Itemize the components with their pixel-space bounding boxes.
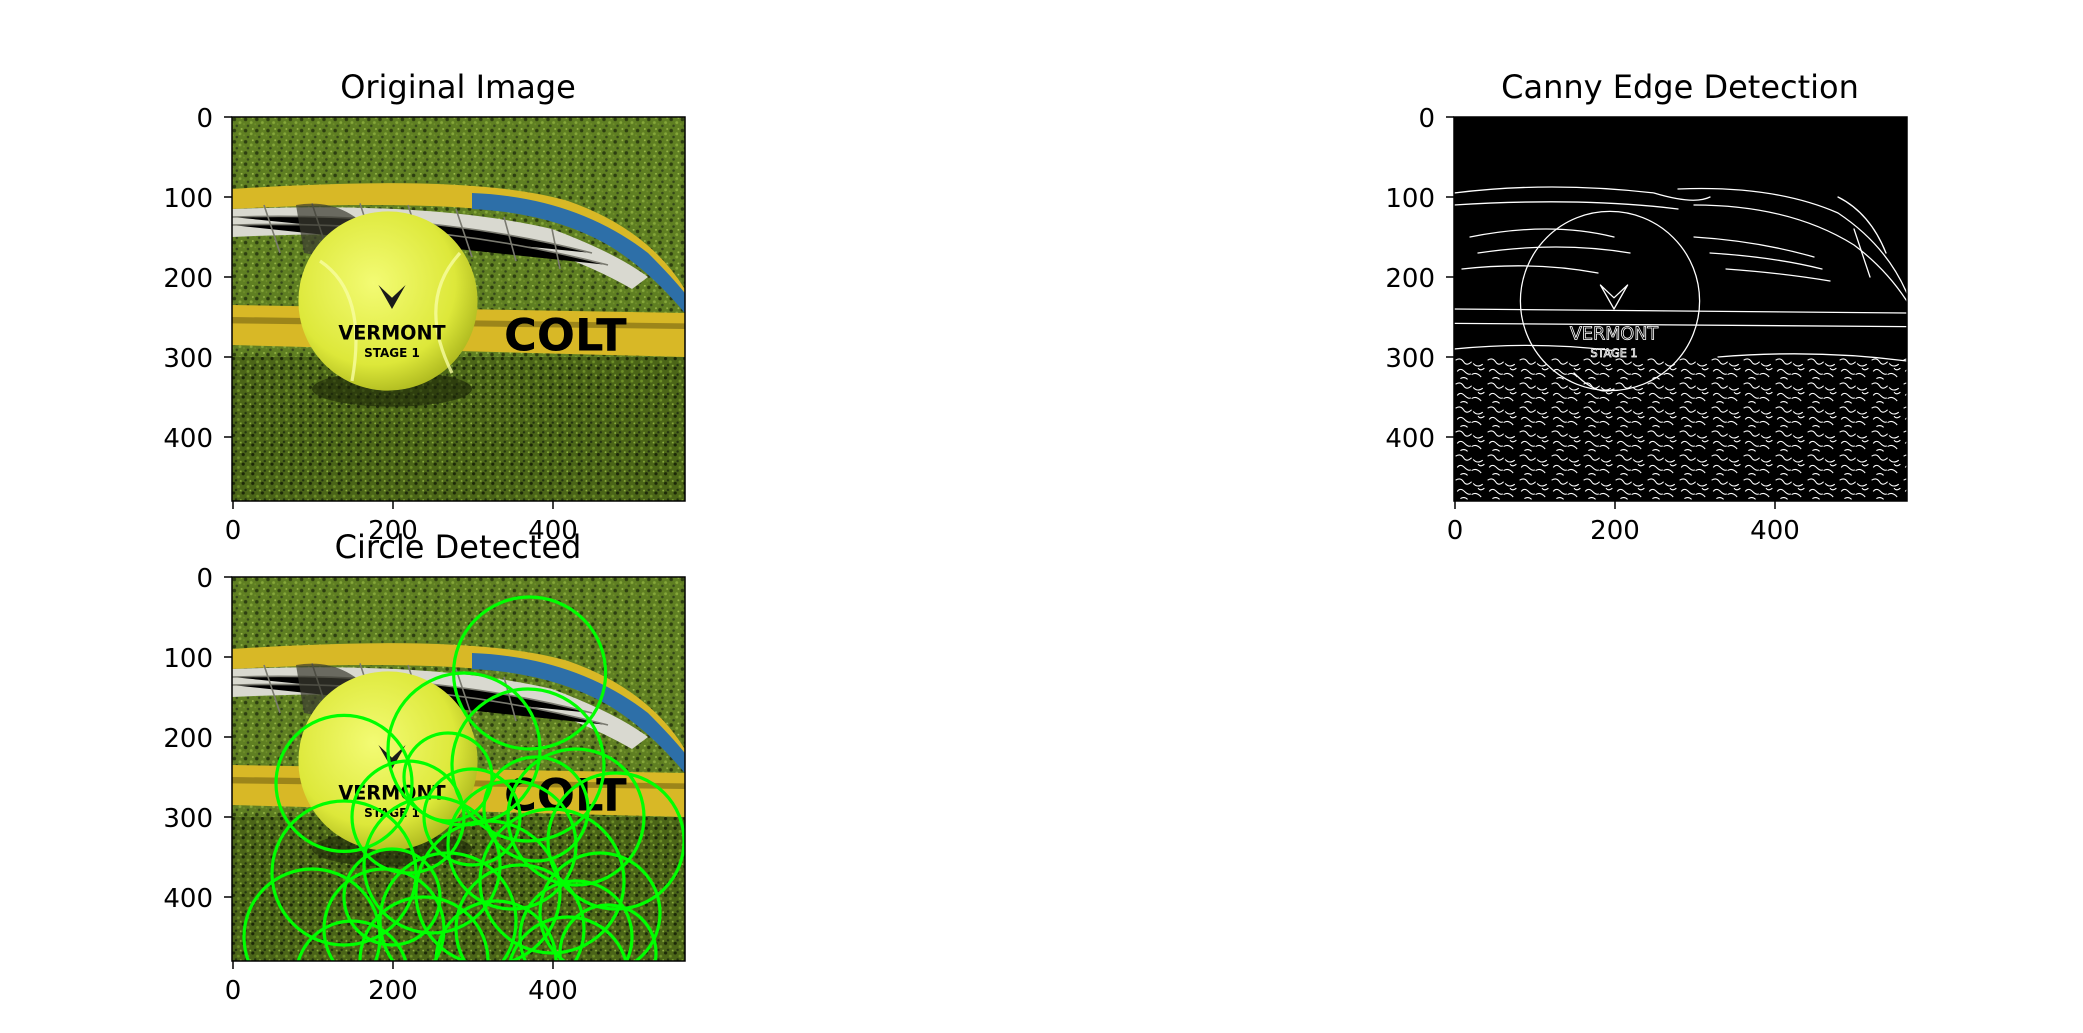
x-tick-label: 200 [368,516,418,546]
x-tick-label: 200 [368,976,418,1006]
y-tick-label: 100 [163,184,213,214]
axes-frame [231,576,686,962]
y-ticks: 0 100 200 300 400 [163,564,232,914]
x-tick-label: 200 [1590,516,1640,546]
ball-logo-icon [378,285,406,309]
y-ticks: 0 100 200 300 400 [163,104,232,454]
y-tick-label: 0 [196,564,213,594]
detected-circles [242,595,685,961]
detected-circle [342,847,442,947]
panel-original-image: Original Image COLT [163,68,686,546]
y-tick-label: 200 [163,264,213,294]
detected-circle [450,687,606,843]
axes-frame [231,116,686,502]
detected-circle [454,863,586,961]
edge-map: VERMONT STAGE 1 [1453,186,1908,501]
detected-circle [402,731,494,823]
panel-canny-edge: Canny Edge Detection VERMONT STAGE 1 [1385,68,1908,546]
circle-photo: COLT VERMONT STAGE 1 [232,577,685,961]
detected-circle [434,899,558,961]
ball-text-line1: VERMONT [338,321,445,344]
detected-circle [242,867,382,961]
x-tick-label: 0 [225,516,242,546]
y-tick-label: 100 [1385,184,1435,214]
edge-ball-text-line1: VERMONT [1570,324,1659,344]
detected-circle [270,799,418,947]
detected-circle [422,767,522,867]
x-tick-label: 0 [225,976,242,1006]
detected-circle [518,879,634,961]
x-tick-label: 0 [1447,516,1464,546]
detected-circle [414,819,562,961]
photo-content: COLT VERMONT STAGE 1 [232,117,685,501]
y-tick-label: 300 [163,804,213,834]
y-tick-label: 200 [163,724,213,754]
detected-circle [508,915,628,961]
y-tick-label: 300 [1385,344,1435,374]
y-ticks: 0 100 200 300 400 [1385,104,1454,454]
x-tick-label: 400 [528,516,578,546]
panel-title: Original Image [340,68,576,106]
y-tick-label: 400 [163,424,213,454]
detected-circle [558,903,658,961]
panel-circle-detected: COLT VERMONT STAGE 1 Circle Detected 0 1… [163,528,686,1006]
x-ticks: 0 200 400 [225,961,578,1006]
y-tick-label: 0 [1418,104,1435,134]
y-tick-label: 300 [163,344,213,374]
y-tick-label: 100 [163,644,213,674]
edge-ball-text-line2: STAGE 1 [1591,347,1638,360]
y-tick-label: 200 [1385,264,1435,294]
panel-title: Circle Detected [335,528,582,566]
y-tick-label: 0 [196,104,213,134]
detected-circle [296,919,408,961]
detected-circle [274,713,414,854]
x-tick-label: 400 [528,976,578,1006]
detected-circle [358,895,490,961]
racket-text: COLT [504,309,627,362]
tennis-photo: COLT VERMONT STAGE 1 [232,117,685,501]
x-tick-label: 400 [1750,516,1800,546]
detected-circle [362,795,502,935]
detected-circle [546,771,685,911]
detected-circle [378,851,518,961]
y-tick-label: 400 [1385,424,1435,454]
detected-circle [446,779,578,911]
ball-text-line2: STAGE 1 [364,346,420,360]
x-ticks: 0 200 400 [1447,501,1800,546]
detected-circle [538,851,662,961]
x-ticks: 0 200 400 [225,501,578,546]
detected-circle [482,755,590,863]
photo-content: COLT VERMONT STAGE 1 [232,577,685,961]
y-tick-label: 400 [163,884,213,914]
axes-frame [1453,116,1908,502]
detected-circle [506,747,646,887]
panel-title: Canny Edge Detection [1501,68,1859,106]
